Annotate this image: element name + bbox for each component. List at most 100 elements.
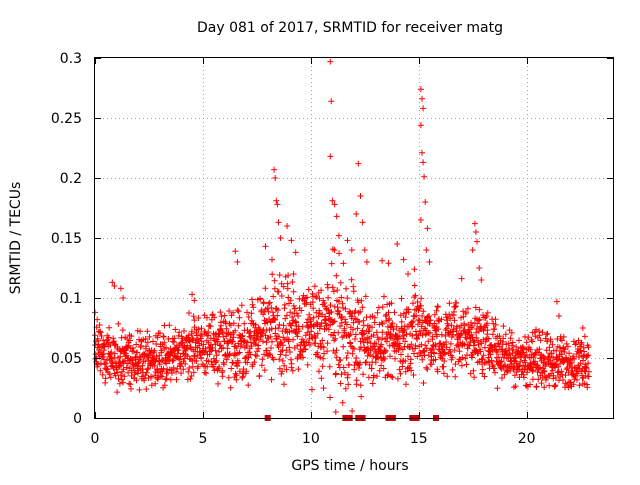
data-point — [408, 341, 415, 348]
data-point — [143, 343, 150, 350]
data-point — [148, 373, 155, 380]
data-point — [188, 328, 195, 335]
data-point — [385, 309, 392, 316]
data-point — [431, 320, 438, 327]
data-point — [304, 294, 310, 301]
data-point — [578, 339, 585, 346]
plot-frame — [94, 57, 614, 419]
data-point — [362, 293, 369, 300]
data-point — [141, 377, 148, 384]
data-point — [474, 320, 481, 327]
data-point — [330, 288, 337, 295]
data-point — [92, 351, 99, 358]
data-point — [463, 309, 469, 316]
data-point — [434, 304, 441, 310]
data-point-peak — [405, 271, 411, 277]
data-point — [289, 279, 296, 285]
data-point — [257, 296, 264, 303]
data-point — [352, 336, 358, 342]
data-point — [307, 318, 314, 325]
data-point — [189, 363, 196, 370]
data-point — [420, 380, 427, 386]
data-point — [194, 352, 201, 359]
data-point — [398, 295, 405, 302]
data-point — [280, 334, 287, 341]
data-point — [272, 316, 279, 323]
data-point — [151, 362, 158, 369]
data-point-peak — [331, 201, 338, 208]
data-point — [561, 346, 568, 353]
data-point — [323, 322, 330, 329]
data-point — [314, 321, 321, 328]
data-point — [344, 350, 351, 356]
data-point — [575, 337, 582, 344]
data-point — [484, 309, 491, 316]
data-point — [133, 377, 140, 384]
chart-title: Day 081 of 2017, SRMTID for receiver mat… — [197, 20, 503, 36]
data-point — [326, 316, 333, 322]
data-point — [537, 337, 544, 344]
data-point — [173, 376, 180, 383]
data-point — [169, 370, 175, 377]
data-point — [195, 315, 202, 321]
data-point — [333, 370, 339, 377]
data-point — [316, 307, 323, 314]
data-point — [303, 299, 310, 306]
data-point-peak — [292, 249, 299, 256]
data-point — [268, 304, 275, 311]
data-point — [150, 338, 156, 345]
data-point — [546, 353, 552, 360]
data-point — [562, 372, 569, 379]
data-point — [333, 354, 340, 361]
data-point — [162, 376, 169, 383]
data-point — [360, 339, 367, 346]
data-point-peak — [419, 95, 425, 102]
data-point — [200, 341, 207, 348]
data-point — [447, 340, 454, 347]
data-point — [129, 345, 136, 351]
data-point — [306, 311, 313, 318]
data-point — [117, 353, 124, 360]
data-point — [501, 371, 508, 378]
data-point — [373, 329, 380, 336]
data-point — [156, 361, 163, 368]
data-point — [479, 366, 486, 373]
data-point — [248, 310, 255, 317]
data-point — [326, 363, 333, 370]
data-point-peak — [469, 247, 476, 253]
data-point — [438, 316, 445, 323]
data-point — [397, 370, 404, 377]
data-point — [526, 344, 533, 351]
data-point — [163, 344, 169, 351]
data-point — [362, 359, 369, 366]
data-point — [251, 359, 258, 366]
data-point — [345, 371, 351, 378]
data-point-peak — [417, 217, 424, 223]
data-point — [219, 367, 226, 374]
data-point — [392, 355, 398, 362]
data-point-peak — [423, 247, 430, 253]
data-point — [247, 334, 254, 341]
data-point — [102, 375, 109, 382]
data-point-peak — [271, 166, 278, 173]
data-point — [186, 310, 192, 316]
data-point — [402, 358, 409, 364]
data-point — [316, 295, 323, 302]
data-point — [536, 346, 543, 353]
data-point — [230, 320, 237, 327]
data-point — [507, 335, 514, 342]
data-point — [459, 354, 466, 361]
data-point — [248, 317, 255, 324]
x-tick-label: 15 — [410, 431, 428, 447]
data-point — [340, 364, 347, 371]
data-point — [316, 368, 322, 375]
data-point — [373, 340, 380, 347]
data-point — [198, 355, 205, 362]
data-point — [184, 376, 191, 383]
data-point — [378, 362, 385, 369]
data-point-peak — [471, 220, 478, 227]
data-point — [381, 349, 388, 356]
data-point — [497, 364, 504, 371]
data-point — [565, 384, 572, 391]
data-point — [286, 300, 292, 307]
